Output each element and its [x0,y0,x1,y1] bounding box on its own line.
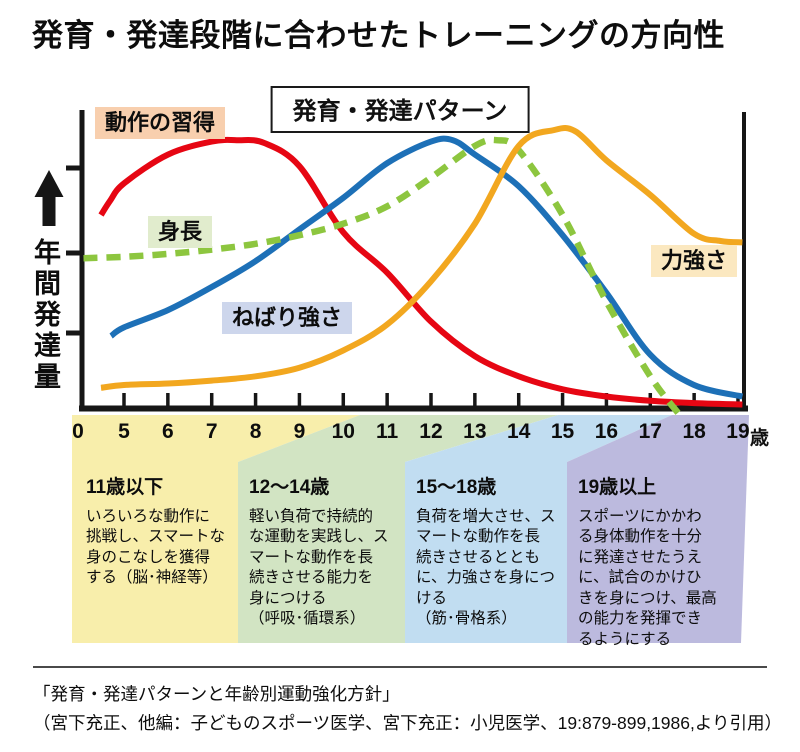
stage-box-1: 11歳以下いろいろな動作に 挑戦し、スマートな 身のこなしを獲得 する（脳･神経… [75,462,238,643]
stage-band-4 [567,415,749,643]
x-axis-label: 10 [331,420,355,443]
divider-rule [33,666,767,668]
curve-2 [83,136,684,419]
stage-bands [72,415,749,643]
stage-box-3: 15～18歳負荷を増大させ、ス マートな動作を長 続きさせるととも に、力強さを… [405,462,567,643]
citation-title: 「発育・発達パターンと年齢別運動強化方針」 [33,684,400,704]
stage-band-1 [72,415,360,643]
stage-age-range: 11歳以下 [86,477,164,498]
x-axis-label: 13 [463,420,487,443]
x-axis-label: 16 [594,420,619,443]
up-arrow-icon [34,170,64,226]
curve-label-motor-skill: 動作の習得 [95,107,226,140]
stage-description: 負荷を増大させ、ス マートな動作を長 続きさせるととも に、力強さを身につ ける… [416,508,556,628]
curve-3 [100,125,743,391]
series-curves [83,125,744,419]
x-axis-label: 19 [726,420,750,443]
curve-0 [98,136,743,408]
curve-label-strength: 力強さ [651,245,738,278]
x-axis-label: 7 [205,420,218,443]
stage-description: 軽い負荷で持続的 な運動を実践し、ス マートな動作を長 続きさせる能力を 身につ… [249,508,389,628]
stage-box-2: 12～14歳軽い負荷で持続的 な運動を実践し、ス マートな動作を長 続きさせる能… [238,462,405,643]
stage-age-range: 19歳以上 [578,477,657,498]
page-title: 発育・発達段階に合わせたトレーニングの方向性 [32,18,725,53]
stage-band-3 [405,415,672,643]
stage-band-2 [238,415,558,643]
stage-box-4: 19歳以上スポーツにかかわ る身体動作を十分 に発達させたうえ に、試合のかけひ… [567,462,738,648]
y-axis-label: 年間発達量 [30,238,60,393]
citation-source: （宮下充正、他編：子どものスポーツ医学、宮下充正：小児医学、19:879-899… [33,713,783,733]
x-axis-label: 9 [293,420,306,443]
stage-age-range: 12～14歳 [249,477,330,498]
x-axis-unit: 歳 [750,428,770,449]
axes [66,110,748,412]
chart-title: 発育・発達パターン [270,86,530,133]
stage-description: スポーツにかかわ る身体動作を十分 に発達させたうえ に、試合のかけひ きを身に… [578,508,717,648]
x-axis-label: 6 [162,420,174,443]
curve-label-endurance: ねばり強さ [222,302,353,335]
curve-label-height: 身長 [148,216,213,249]
x-axis-label: 14 [507,420,531,443]
x-axis-label: 12 [419,420,443,443]
stage-age-range: 15～18歳 [416,477,497,498]
x-axis-label: 18 [682,420,706,443]
x-axis-label: 15 [550,420,575,443]
x-axis-label: 0 [72,420,84,443]
stage-description: いろいろな動作に 挑戦し、スマートな 身のこなしを獲得 する（脳･神経等） [86,508,226,587]
x-axis-label: 17 [638,420,662,443]
curve-1 [109,135,744,400]
x-axis-label: 5 [118,420,130,443]
x-axis-label: 8 [249,420,262,443]
x-axis-label: 11 [376,420,399,443]
